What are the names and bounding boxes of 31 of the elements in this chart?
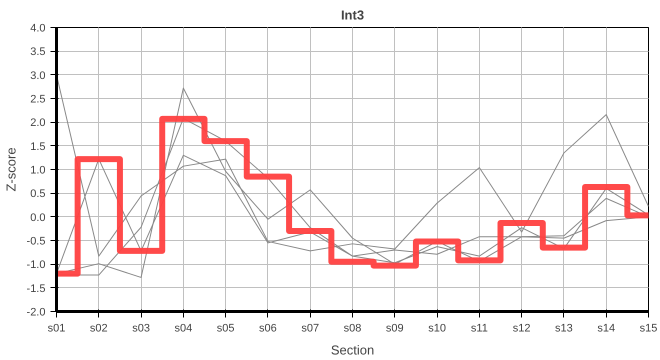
x-tick-label: s10 [428, 322, 446, 334]
x-axis-title: Section [330, 342, 374, 358]
x-tick-label: s12 [512, 322, 531, 334]
y-tick-label: 0.5 [30, 188, 46, 200]
x-tick-label: s03 [132, 322, 150, 334]
y-tick-label: -0.5 [26, 236, 46, 248]
y-tick-label: -1.5 [26, 282, 46, 295]
x-tick-label: s11 [470, 322, 488, 334]
x-tick-label: s09 [386, 322, 404, 334]
x-tick-label: s04 [174, 322, 192, 334]
y-tick-label: -1.0 [26, 259, 46, 272]
y-tick-label: 2.0 [30, 117, 46, 130]
y-axis-title: Z-score [4, 147, 19, 192]
x-tick-label: s07 [301, 322, 320, 334]
x-tick-label: s06 [259, 322, 277, 334]
y-tick-label: -2.0 [26, 306, 46, 318]
y-tick-label: 1.0 [30, 164, 46, 176]
x-tick-label: s13 [555, 322, 573, 334]
x-tick-label: s15 [640, 322, 658, 334]
y-tick-label: 1.5 [30, 140, 46, 153]
x-tick-label: s01 [48, 322, 66, 334]
x-tick-label: s05 [216, 322, 235, 334]
y-tick-label: 3.5 [30, 46, 46, 58]
y-tick-label: 4.0 [30, 22, 46, 34]
y-tick-label: 2.5 [30, 94, 46, 106]
x-tick-label: s08 [344, 322, 362, 334]
chart-title: Int3 [340, 8, 364, 22]
x-tick-label: s02 [90, 322, 108, 334]
x-tick-label: s14 [597, 322, 616, 334]
y-tick-label: 3.0 [30, 70, 46, 82]
y-tick-label: 0.0 [30, 212, 46, 224]
